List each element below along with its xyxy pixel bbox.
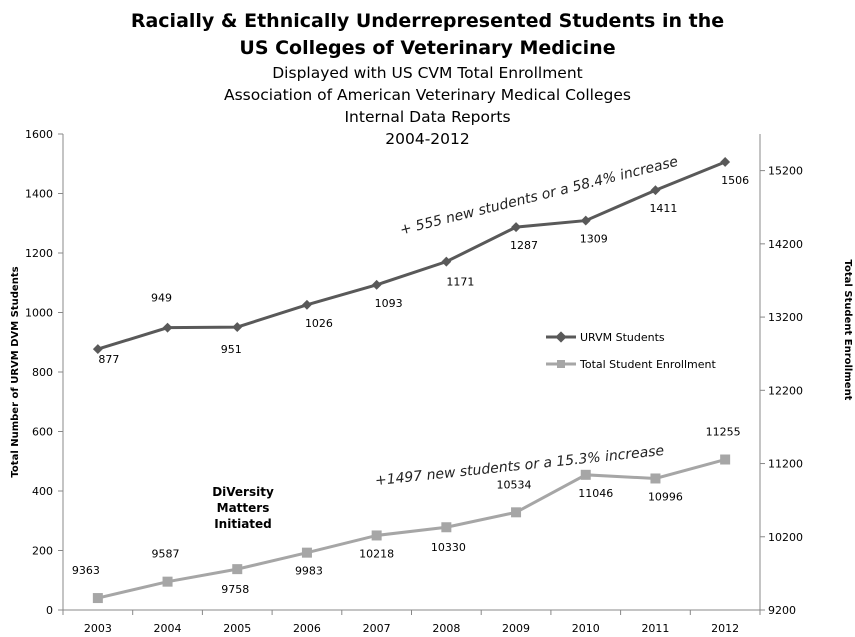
urvm-point: [302, 299, 312, 310]
total-point: [511, 507, 522, 518]
y2-tick-label: 14200: [768, 238, 803, 251]
chart-data-labels: 877 949 951 1026 1093 1171 1287 1309 1411 1506 936…: [72, 174, 749, 596]
y2-tick-label: 13200: [768, 311, 803, 324]
total-data-label: 9587: [152, 548, 180, 561]
y-tick-label: 1400: [25, 188, 53, 201]
total-data-label: 11255: [706, 426, 741, 439]
subtitle-line-1: Displayed with US CVM Total Enrollment: [272, 64, 583, 82]
legend-marker-total: [557, 360, 565, 368]
x-tick-label: 2010: [572, 622, 600, 635]
total-point: [371, 530, 382, 541]
urvm-data-label: 1411: [649, 202, 677, 215]
total-data-label: 10534: [497, 478, 532, 491]
diversity-note-line-3: Initiated: [214, 517, 272, 531]
chart-title-line-1: Racially & Ethnically Underrepresented S…: [130, 10, 725, 32]
subtitle-line-4: 2004-2012: [385, 130, 470, 148]
urvm-point: [232, 322, 243, 333]
urvm-point: [650, 185, 661, 196]
total-data-label: 10218: [359, 547, 394, 560]
y-tick-label: 400: [32, 485, 53, 498]
legend-label-urvm: URVM Students: [580, 331, 665, 344]
legend-label-total: Total Student Enrollment: [579, 358, 716, 371]
total-data-label: 11046: [578, 487, 613, 500]
x-tick-label: 2004: [154, 622, 182, 635]
urvm-point: [162, 322, 173, 333]
urvm-data-label: 1309: [580, 233, 608, 246]
x-tick-label: 2006: [293, 622, 321, 635]
legend-marker-urvm: [555, 331, 567, 343]
total-point: [580, 469, 591, 480]
x-tick-label: 2009: [502, 622, 530, 635]
urvm-point: [720, 157, 731, 167]
y2-tick-label: 9200: [768, 604, 796, 617]
y-tick-label: 1200: [25, 247, 53, 260]
diversity-note-line-1: DiVersity: [212, 485, 274, 499]
y-tick-label: 600: [32, 426, 53, 439]
total-data-label: 9363: [72, 564, 100, 577]
subtitle-line-3: Internal Data Reports: [344, 108, 511, 126]
x-tick-label: 2003: [84, 622, 112, 635]
y2-tick-label: 12200: [768, 384, 803, 397]
y-tick-label: 200: [32, 545, 53, 558]
chart-axes: 0 200 400 600 800 1000 1200 1400 1600 9200 10200 11…: [25, 128, 803, 635]
x-tick-label: 2007: [363, 622, 391, 635]
total-data-label: 9758: [221, 583, 249, 596]
urvm-point: [371, 279, 382, 290]
urvm-data-label: 1506: [721, 174, 749, 187]
total-point: [92, 593, 103, 604]
total-data-label: 10330: [431, 541, 466, 554]
y2-tick-label: 10200: [768, 531, 803, 544]
y2-tick-label: 15200: [768, 165, 803, 178]
urvm-data-label: 1171: [446, 276, 474, 289]
y2-tick-label: 11200: [768, 458, 803, 471]
y-tick-label: 800: [32, 366, 53, 379]
urvm-data-label: 877: [98, 353, 119, 366]
urvm-point: [441, 256, 452, 267]
urvm-data-label: 1093: [375, 297, 403, 310]
y-tick-label: 1000: [25, 307, 53, 320]
chart-series: [92, 157, 731, 604]
total-data-label: 9983: [295, 565, 323, 578]
total-point: [232, 564, 243, 575]
urvm-data-label: 1026: [305, 317, 333, 330]
urvm-point: [580, 215, 591, 226]
total-point: [720, 454, 731, 465]
y2-axis-label: Total Student Enrollment: [842, 260, 853, 401]
chart-title-line-2: US Colleges of Veterinary Medicine: [239, 37, 616, 59]
series-line-total: [97, 458, 726, 600]
x-tick-label: 2011: [641, 622, 669, 635]
title-block: Racially & Ethnically Underrepresented S…: [0, 8, 855, 150]
series-line-urvm: [97, 160, 726, 351]
total-point: [162, 576, 173, 587]
y-tick-label: 0: [46, 604, 53, 617]
total-point: [301, 547, 312, 558]
x-tick-label: 2012: [711, 622, 739, 635]
urvm-data-label: 1287: [510, 239, 538, 252]
legend: URVM Students Total Student Enrollment: [546, 331, 716, 371]
total-data-label: 10996: [648, 490, 683, 503]
total-point: [441, 522, 452, 533]
diversity-note-line-2: Matters: [217, 501, 270, 515]
y-tick-label: 1600: [25, 128, 53, 141]
urvm-data-label: 949: [151, 292, 172, 305]
x-tick-label: 2005: [223, 622, 251, 635]
y-axis-label: Total Number of URVM DVM Students: [10, 266, 21, 477]
subtitle-line-2: Association of American Veterinary Medic…: [224, 86, 631, 104]
urvm-data-label: 951: [221, 343, 242, 356]
urvm-point: [511, 222, 521, 233]
total-point: [650, 473, 661, 484]
x-tick-label: 2008: [432, 622, 460, 635]
